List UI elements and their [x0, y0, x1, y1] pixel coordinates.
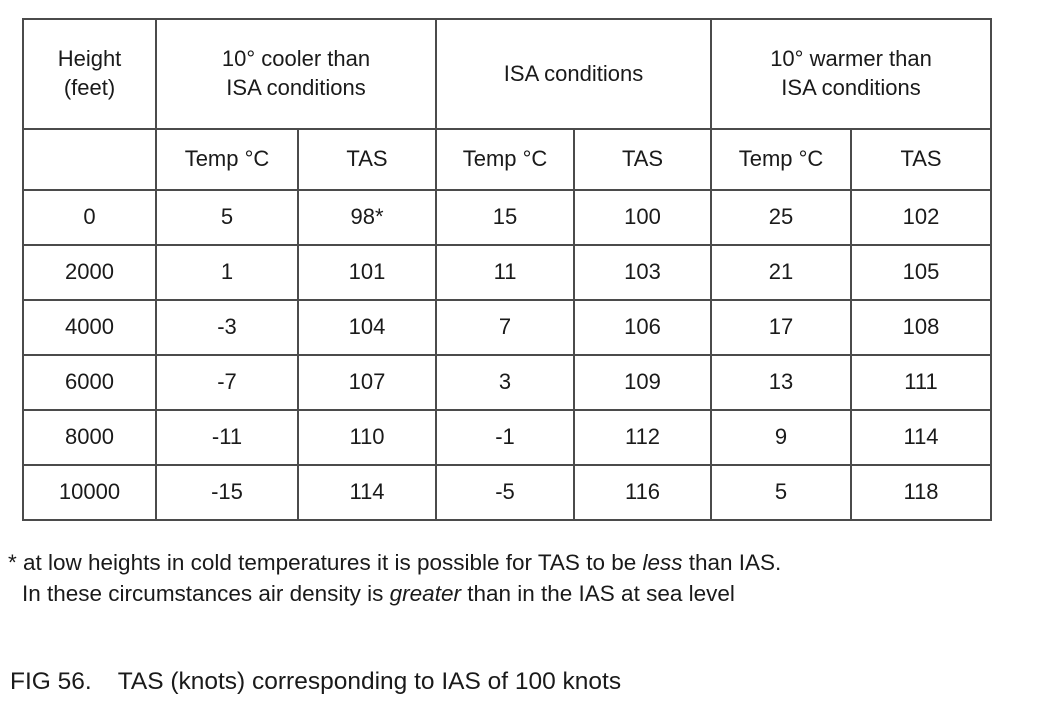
warmer-temp-cell: 5	[710, 464, 853, 521]
figure-number: FIG 56.	[10, 668, 92, 695]
sub-header-isa-temp: Temp °C	[435, 128, 576, 191]
cooler-temp-cell: 1	[155, 244, 299, 301]
warmer-temp-cell: 13	[710, 354, 853, 411]
footnote-line-2: In these circumstances air density is gr…	[22, 579, 781, 610]
sub-header-warmer-temp: Temp °C	[710, 128, 853, 191]
cooler-tas-cell: 114	[296, 464, 438, 521]
tas-conversion-table: Height (feet) 10° cooler than ISA condit…	[22, 18, 993, 521]
sub-header-warmer-tas: TAS	[850, 128, 993, 191]
cooler-temp-cell: -3	[155, 299, 299, 356]
footnote-line1-italic: less	[642, 550, 683, 575]
isa-tas-cell: 112	[573, 409, 713, 466]
table-row: 6000 -7 107 3 109 13 111	[22, 354, 993, 411]
table-row: 0 5 98* 15 100 25 102	[22, 189, 993, 246]
sub-header-cooler-tas: TAS	[296, 128, 438, 191]
footnote-line2-post: than in the IAS at sea level	[460, 580, 735, 606]
isa-temp-cell: -5	[435, 464, 576, 521]
cooler-temp-cell: -11	[155, 409, 299, 466]
isa-temp-cell: 11	[435, 244, 576, 301]
empty-header-cell	[22, 128, 157, 191]
cooler-temp-cell: -15	[155, 464, 299, 521]
group-header-warmer: 10° warmer than ISA conditions	[710, 18, 993, 130]
warmer-temp-cell: 25	[710, 189, 853, 246]
warmer-tas-cell: 105	[850, 244, 993, 301]
figure-caption-text: TAS (knots) corresponding to IAS of 100 …	[117, 668, 622, 695]
cooler-tas-cell: 107	[296, 354, 438, 411]
isa-tas-cell: 109	[573, 354, 713, 411]
height-column-header: Height (feet)	[22, 18, 157, 130]
warmer-tas-cell: 111	[850, 354, 993, 411]
isa-temp-cell: 3	[435, 354, 576, 411]
height-cell: 10000	[22, 464, 157, 521]
warmer-tas-cell: 118	[850, 464, 993, 521]
table-row: 10000 -15 114 -5 116 5 118	[22, 464, 993, 521]
cooler-tas-cell: 110	[296, 409, 438, 466]
isa-temp-cell: 7	[435, 299, 576, 356]
cooler-temp-cell: 5	[155, 189, 299, 246]
height-cell: 2000	[22, 244, 157, 301]
table-row: 2000 1 101 11 103 21 105	[22, 244, 993, 301]
isa-tas-cell: 100	[573, 189, 713, 246]
isa-tas-cell: 106	[573, 299, 713, 356]
cooler-tas-cell: 98*	[296, 189, 438, 246]
group-header-isa: ISA conditions	[435, 18, 713, 130]
cooler-tas-cell: 104	[296, 299, 438, 356]
height-cell: 8000	[22, 409, 157, 466]
sub-header-row: Temp °C TAS Temp °C TAS Temp °C TAS	[22, 128, 993, 191]
warmer-temp-cell: 17	[710, 299, 853, 356]
isa-tas-cell: 103	[573, 244, 713, 301]
table-row: 8000 -11 110 -1 112 9 114	[22, 409, 993, 466]
sub-header-isa-tas: TAS	[573, 128, 713, 191]
figure-caption: FIG 56. TAS (knots) corresponding to IAS …	[10, 668, 621, 696]
warmer-temp-cell: 21	[710, 244, 853, 301]
cooler-tas-cell: 101	[296, 244, 438, 301]
footnote-line2-pre: In these circumstances air density is	[22, 580, 390, 606]
warmer-tas-cell: 108	[850, 299, 993, 356]
footnote-line2-italic: greater	[389, 580, 461, 606]
cooler-temp-cell: -7	[155, 354, 299, 411]
height-cell: 6000	[22, 354, 157, 411]
warmer-temp-cell: 9	[710, 409, 853, 466]
isa-temp-cell: -1	[435, 409, 576, 466]
sub-header-cooler-temp: Temp °C	[155, 128, 299, 191]
height-cell: 4000	[22, 299, 157, 356]
warmer-tas-cell: 102	[850, 189, 993, 246]
group-header-cooler: 10° cooler than ISA conditions	[154, 18, 438, 130]
table-row: 4000 -3 104 7 106 17 108	[22, 299, 993, 356]
footnote-line1-post: than IAS.	[682, 550, 782, 575]
isa-temp-cell: 15	[435, 189, 576, 246]
height-cell: 0	[22, 189, 157, 246]
warmer-tas-cell: 114	[850, 409, 993, 466]
footnote-line1-pre: * at low heights in cold temperatures it…	[8, 550, 643, 575]
isa-tas-cell: 116	[573, 464, 713, 521]
footnote-line-1: * at low heights in cold temperatures it…	[8, 548, 781, 579]
footnote: * at low heights in cold temperatures it…	[8, 548, 781, 610]
group-header-row: Height (feet) 10° cooler than ISA condit…	[22, 18, 993, 130]
